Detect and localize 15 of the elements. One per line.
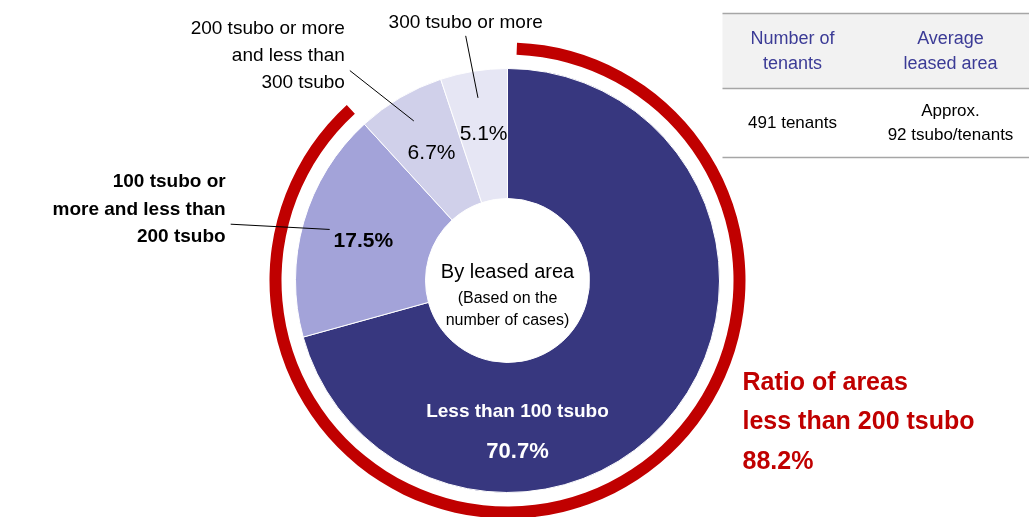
slice-label: 200 tsubo or more and less than 300 tsubo — [190, 16, 345, 93]
text: By leased area — [440, 259, 576, 282]
text: Average leased area — [903, 28, 999, 73]
text: 491 tenants — [748, 113, 837, 132]
slice-label: 100 tsubo or more and less than 200 tsubo — [52, 170, 227, 246]
data-label: 5.1% — [459, 120, 508, 144]
text: (Based on the number of cases) — [445, 288, 570, 329]
slice-label: Less than 100 tsubo — [426, 400, 609, 421]
slice-label: 300 tsubo or more — [388, 11, 543, 33]
text: Number of tenants — [750, 28, 836, 73]
data-label: 17.5% — [333, 227, 394, 251]
text: Ratio of areas less than 200 tsubo 88.2% — [742, 367, 975, 474]
data-label: 70.7% — [486, 438, 549, 463]
text: Approx. 92 tsubo/tenants — [887, 100, 1014, 145]
data-label: 6.7% — [407, 139, 456, 163]
